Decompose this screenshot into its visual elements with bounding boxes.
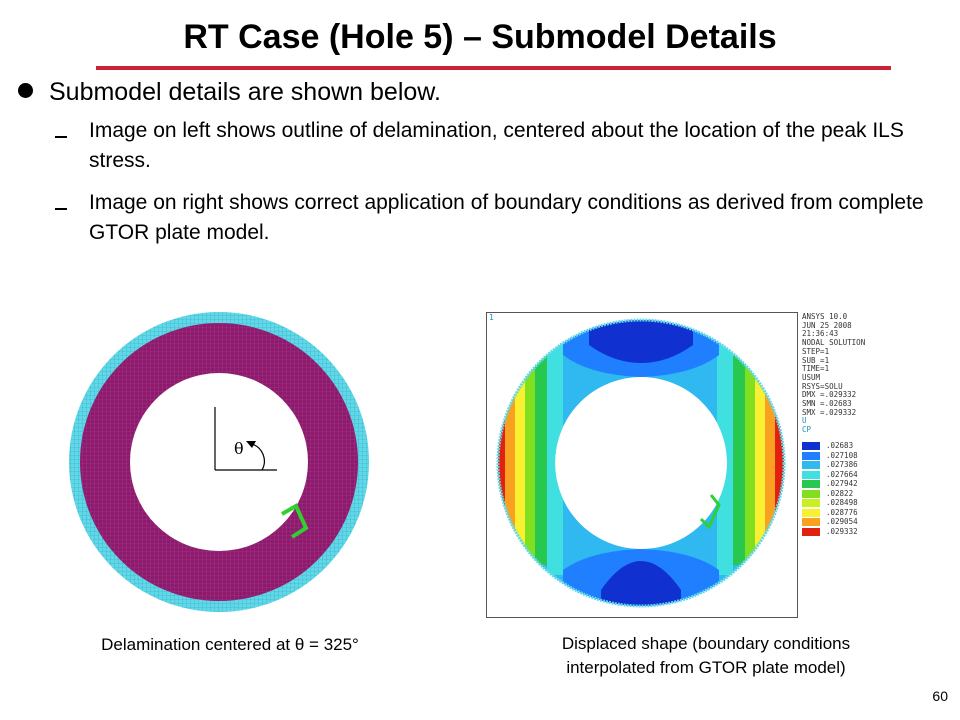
contour-lime-left [525, 360, 535, 560]
right-caption: Displaced shape (boundary conditions int… [486, 632, 926, 680]
title-rule [96, 66, 891, 70]
displacement-marker [699, 494, 721, 530]
legend-swatch [802, 508, 820, 517]
page-number: 60 [932, 688, 948, 704]
info-line: DMX =.029332 [802, 390, 857, 400]
legend-swatch [802, 480, 820, 488]
legend-swatch [802, 518, 820, 526]
sub-bullet-2-text: Image on right shows correct application… [89, 191, 924, 244]
sub-bullet-1-text: Image on left shows outline of delaminat… [89, 119, 904, 172]
contour-yellow-left [515, 365, 525, 560]
contour-green-right [733, 355, 745, 565]
legend-label: .02822 [826, 488, 854, 498]
displacement-contour-plot [496, 318, 786, 608]
legend-swatch [802, 451, 820, 460]
info-line: SMN =.02683 [802, 399, 852, 409]
contour-lime-right [745, 360, 755, 560]
contour-red-right [775, 375, 784, 555]
legend-swatch [802, 461, 820, 469]
contour-darkblue-bottom [601, 561, 681, 606]
delamination-marker [281, 503, 309, 539]
info-line: CP [802, 425, 812, 435]
info-line: JUN 25 2008 [802, 320, 852, 330]
legend-label: .029054 [826, 517, 858, 526]
contour-green-left [535, 355, 547, 565]
info-line: 21:36:43 [802, 329, 839, 339]
info-line: RSYS=SOLU [802, 381, 843, 391]
main-bullet-text: Submodel details are shown below. [49, 78, 441, 106]
legend-label: .029332 [826, 526, 858, 536]
info-line: ANSYS 10.0 [802, 312, 848, 321]
left-caption: Delamination centered at θ = 325° [101, 635, 359, 654]
info-line: NODAL SOLUTION [802, 338, 866, 348]
legend-label: .02683 [826, 441, 854, 450]
ring-outline [496, 318, 786, 608]
sub-bullet-dash [55, 136, 67, 138]
info-line: SUB =1 [802, 355, 830, 365]
right-caption-line-1: Displaced shape (boundary conditions [561, 634, 851, 653]
theta-arc [251, 443, 265, 471]
legend-label: .027664 [826, 469, 858, 479]
sub-bullet-1: Image on left shows outline of delaminat… [55, 116, 945, 176]
main-bullet: Submodel details are shown below. [18, 74, 441, 110]
sub-bullet-dash [55, 208, 67, 210]
legend-swatch [802, 499, 820, 507]
legend-swatch [802, 470, 820, 479]
info-line: STEP=1 [802, 346, 830, 356]
ansys-info-block: ANSYS 10.0 JUN 25 2008 21:36:43 NODAL SOLUT… [802, 312, 866, 435]
legend-label: .027942 [826, 479, 858, 488]
legend-label: .028776 [826, 507, 858, 517]
contour-red-left [497, 375, 505, 555]
legend-swatch [802, 489, 820, 498]
legend-label: .028498 [826, 498, 858, 507]
info-line: TIME=1 [802, 364, 830, 374]
bullet-dot [18, 83, 33, 98]
info-line: USUM [802, 372, 821, 382]
theta-symbol: θ [234, 439, 244, 458]
info-line: SMX =.029332 [802, 407, 857, 417]
legend-label: .027108 [826, 450, 858, 460]
right-caption-line-2: interpolated from GTOR plate model) [566, 658, 846, 677]
slide-title: RT Case (Hole 5) – Submodel Details [183, 18, 777, 56]
delamination-figure: θ [69, 312, 369, 612]
contour-cyan-left [547, 345, 563, 575]
contour-yellow-right [755, 365, 765, 560]
contour-cyan-right [717, 345, 733, 575]
info-line: U [802, 416, 807, 426]
legend-label: .027386 [826, 460, 858, 469]
legend-swatch [802, 442, 820, 450]
theta-arrowhead [246, 441, 256, 448]
legend-swatch [802, 527, 820, 536]
contour-darkblue-top [589, 320, 693, 363]
contour-orange-left [505, 370, 515, 560]
sub-bullet-2: Image on right shows correct application… [55, 188, 945, 248]
contour-orange-right [765, 370, 775, 560]
hole [130, 373, 308, 551]
corner-label: 1 [489, 313, 494, 322]
